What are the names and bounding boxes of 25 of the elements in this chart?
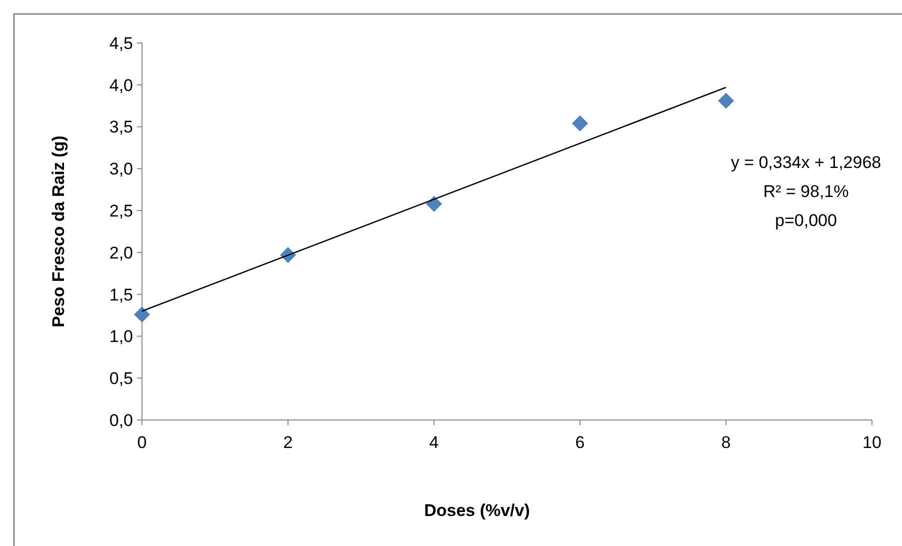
y-tick-label: 0,0: [109, 410, 133, 430]
x-tick-label: 10: [862, 433, 882, 452]
y-tick-label: 2,0: [109, 243, 133, 262]
y-tick-label: 4,5: [109, 34, 133, 53]
point: [134, 306, 150, 322]
x-tick-label: 8: [721, 433, 731, 452]
annotation: y = 0,334x + 1,2968: [730, 153, 882, 172]
annotation: R² = 98,1%: [763, 182, 849, 201]
y-tick-label: 3,0: [109, 160, 133, 179]
x-tick-label: 0: [137, 433, 147, 452]
x-tick-label: 2: [283, 433, 293, 452]
point: [718, 92, 734, 109]
y-tick-label: 3,5: [109, 118, 133, 137]
y-axis-title: Peso Fresco da Raiz (g): [49, 136, 68, 328]
y-tick-label: 2,5: [109, 202, 133, 221]
y-tick-label: 1,5: [109, 285, 133, 304]
x-tick-label: 4: [429, 433, 439, 452]
x-axis-title: Doses (%v/v): [424, 501, 530, 520]
y-tick-label: 0,5: [109, 369, 133, 388]
y-tick-label: 4,0: [109, 76, 133, 95]
annotation: p=0,000: [775, 211, 837, 230]
y-tick-label: 1,0: [109, 327, 133, 346]
point: [572, 115, 588, 132]
x-tick-label: 6: [575, 433, 585, 452]
point: [426, 196, 442, 212]
